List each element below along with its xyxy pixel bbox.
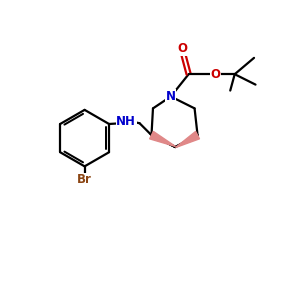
Text: NH: NH [116, 115, 136, 128]
Polygon shape [176, 131, 200, 148]
Text: O: O [178, 42, 188, 56]
Text: Br: Br [77, 173, 92, 186]
Text: O: O [210, 68, 220, 81]
Polygon shape [150, 131, 175, 146]
Text: N: N [166, 90, 176, 103]
